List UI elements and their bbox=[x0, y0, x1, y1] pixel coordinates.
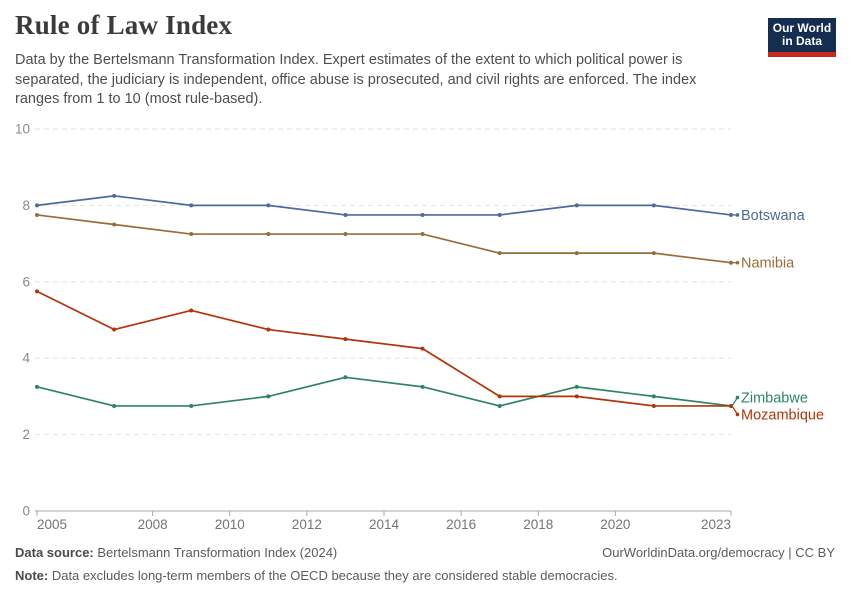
x-tick-label-2018: 2018 bbox=[523, 517, 553, 532]
data-point-namibia-2021[interactable] bbox=[651, 251, 656, 256]
data-point-zimbabwe-2015[interactable] bbox=[420, 384, 425, 389]
data-point-mozambique-2013[interactable] bbox=[343, 337, 348, 342]
x-tick-label-2023: 2023 bbox=[701, 517, 731, 532]
data-point-namibia-2011[interactable] bbox=[266, 232, 271, 237]
series-label-namibia[interactable]: Namibia bbox=[741, 256, 795, 272]
data-point-mozambique-2017[interactable] bbox=[497, 394, 502, 399]
footer-row-1: Data source: Bertelsmann Transformation … bbox=[15, 545, 835, 560]
data-point-mozambique-2015[interactable] bbox=[420, 346, 425, 351]
data-point-botswana-2011[interactable] bbox=[266, 203, 271, 208]
data-point-zimbabwe-2017[interactable] bbox=[497, 403, 502, 408]
x-tick-label-2016: 2016 bbox=[446, 517, 476, 532]
data-source-label: Data source: bbox=[15, 545, 94, 560]
data-point-mozambique-2021[interactable] bbox=[651, 403, 656, 408]
label-dot-namibia bbox=[735, 260, 740, 265]
data-point-botswana-2019[interactable] bbox=[574, 203, 579, 208]
chart-subtitle: Data by the Bertelsmann Transformation I… bbox=[15, 52, 697, 107]
data-point-botswana-2023[interactable] bbox=[729, 212, 733, 217]
data-point-mozambique-2005[interactable] bbox=[35, 289, 39, 294]
series-line-namibia[interactable] bbox=[36, 214, 732, 264]
label-dot-botswana bbox=[735, 213, 740, 217]
label-dot-zimbabwe bbox=[735, 395, 740, 400]
y-tick-label-10: 10 bbox=[15, 122, 30, 137]
data-point-zimbabwe-2019[interactable] bbox=[574, 384, 579, 389]
y-tick-label-0: 0 bbox=[22, 504, 30, 519]
page-title: Rule of Law Index bbox=[15, 10, 233, 40]
y-tick-label-4: 4 bbox=[22, 351, 30, 366]
data-point-namibia-2015[interactable] bbox=[420, 232, 425, 237]
data-point-zimbabwe-2011[interactable] bbox=[266, 394, 271, 399]
data-point-zimbabwe-2021[interactable] bbox=[651, 394, 656, 399]
note-text: Note: Data excludes long-term members of… bbox=[15, 568, 618, 583]
x-tick-label-2014: 2014 bbox=[369, 517, 400, 532]
y-tick-label-8: 8 bbox=[22, 198, 30, 213]
owid-cc-link[interactable]: OurWorldinData.org/democracy | CC BY bbox=[602, 545, 835, 560]
data-point-namibia-2019[interactable] bbox=[574, 251, 579, 256]
series-line-botswana[interactable] bbox=[36, 195, 732, 216]
y-tick-label-6: 6 bbox=[22, 274, 30, 289]
data-source-text: Data source: Bertelsmann Transformation … bbox=[15, 545, 337, 560]
data-point-mozambique-2007[interactable] bbox=[112, 327, 117, 332]
data-point-botswana-2013[interactable] bbox=[343, 212, 348, 217]
data-point-botswana-2009[interactable] bbox=[189, 203, 194, 208]
data-point-namibia-2017[interactable] bbox=[497, 251, 502, 256]
data-point-namibia-2023[interactable] bbox=[729, 260, 733, 265]
data-point-botswana-2017[interactable] bbox=[497, 212, 502, 217]
data-point-mozambique-2009[interactable] bbox=[189, 308, 194, 313]
label-dot-mozambique bbox=[735, 412, 740, 417]
owid-logo-line1: Our World bbox=[772, 21, 832, 35]
data-point-zimbabwe-2007[interactable] bbox=[112, 403, 117, 408]
note-label: Note: bbox=[15, 568, 49, 583]
series-label-zimbabwe[interactable]: Zimbabwe bbox=[741, 390, 808, 406]
owid-logo[interactable]: Our World in Data bbox=[768, 18, 836, 57]
data-point-namibia-2013[interactable] bbox=[343, 232, 348, 237]
series-label-botswana[interactable]: Botswana bbox=[741, 208, 806, 224]
x-tick-label-2010: 2010 bbox=[215, 517, 245, 532]
data-point-botswana-2015[interactable] bbox=[420, 212, 425, 217]
data-point-mozambique-2011[interactable] bbox=[266, 327, 271, 332]
x-tick-label-2008: 2008 bbox=[138, 517, 168, 532]
y-tick-label-2: 2 bbox=[22, 427, 30, 442]
data-point-namibia-2007[interactable] bbox=[112, 222, 117, 227]
series-label-mozambique[interactable]: Mozambique bbox=[741, 407, 824, 423]
owid-logo-red-bar bbox=[768, 52, 836, 57]
data-point-botswana-2021[interactable] bbox=[651, 203, 656, 208]
data-point-zimbabwe-2005[interactable] bbox=[35, 384, 39, 389]
series-line-mozambique[interactable] bbox=[36, 290, 732, 407]
data-point-botswana-2007[interactable] bbox=[112, 193, 117, 198]
data-point-zimbabwe-2013[interactable] bbox=[343, 375, 348, 380]
data-point-mozambique-2019[interactable] bbox=[574, 394, 579, 399]
data-point-namibia-2009[interactable] bbox=[189, 232, 194, 237]
x-tick-label-2005: 2005 bbox=[37, 517, 67, 532]
footer-row-2: Note: Data excludes long-term members of… bbox=[15, 568, 835, 583]
data-point-botswana-2005[interactable] bbox=[35, 203, 39, 208]
x-tick-label-2020: 2020 bbox=[600, 517, 630, 532]
data-point-namibia-2005[interactable] bbox=[35, 212, 39, 217]
owid-logo-line2: in Data bbox=[781, 34, 822, 48]
x-tick-label-2012: 2012 bbox=[292, 517, 322, 532]
note-value: Data excludes long-term members of the O… bbox=[48, 568, 618, 583]
data-point-zimbabwe-2009[interactable] bbox=[189, 403, 194, 408]
owid-logo-text: Our World in Data bbox=[768, 18, 836, 52]
series-line-zimbabwe[interactable] bbox=[36, 376, 732, 407]
data-source-value: Bertelsmann Transformation Index (2024) bbox=[93, 545, 338, 560]
